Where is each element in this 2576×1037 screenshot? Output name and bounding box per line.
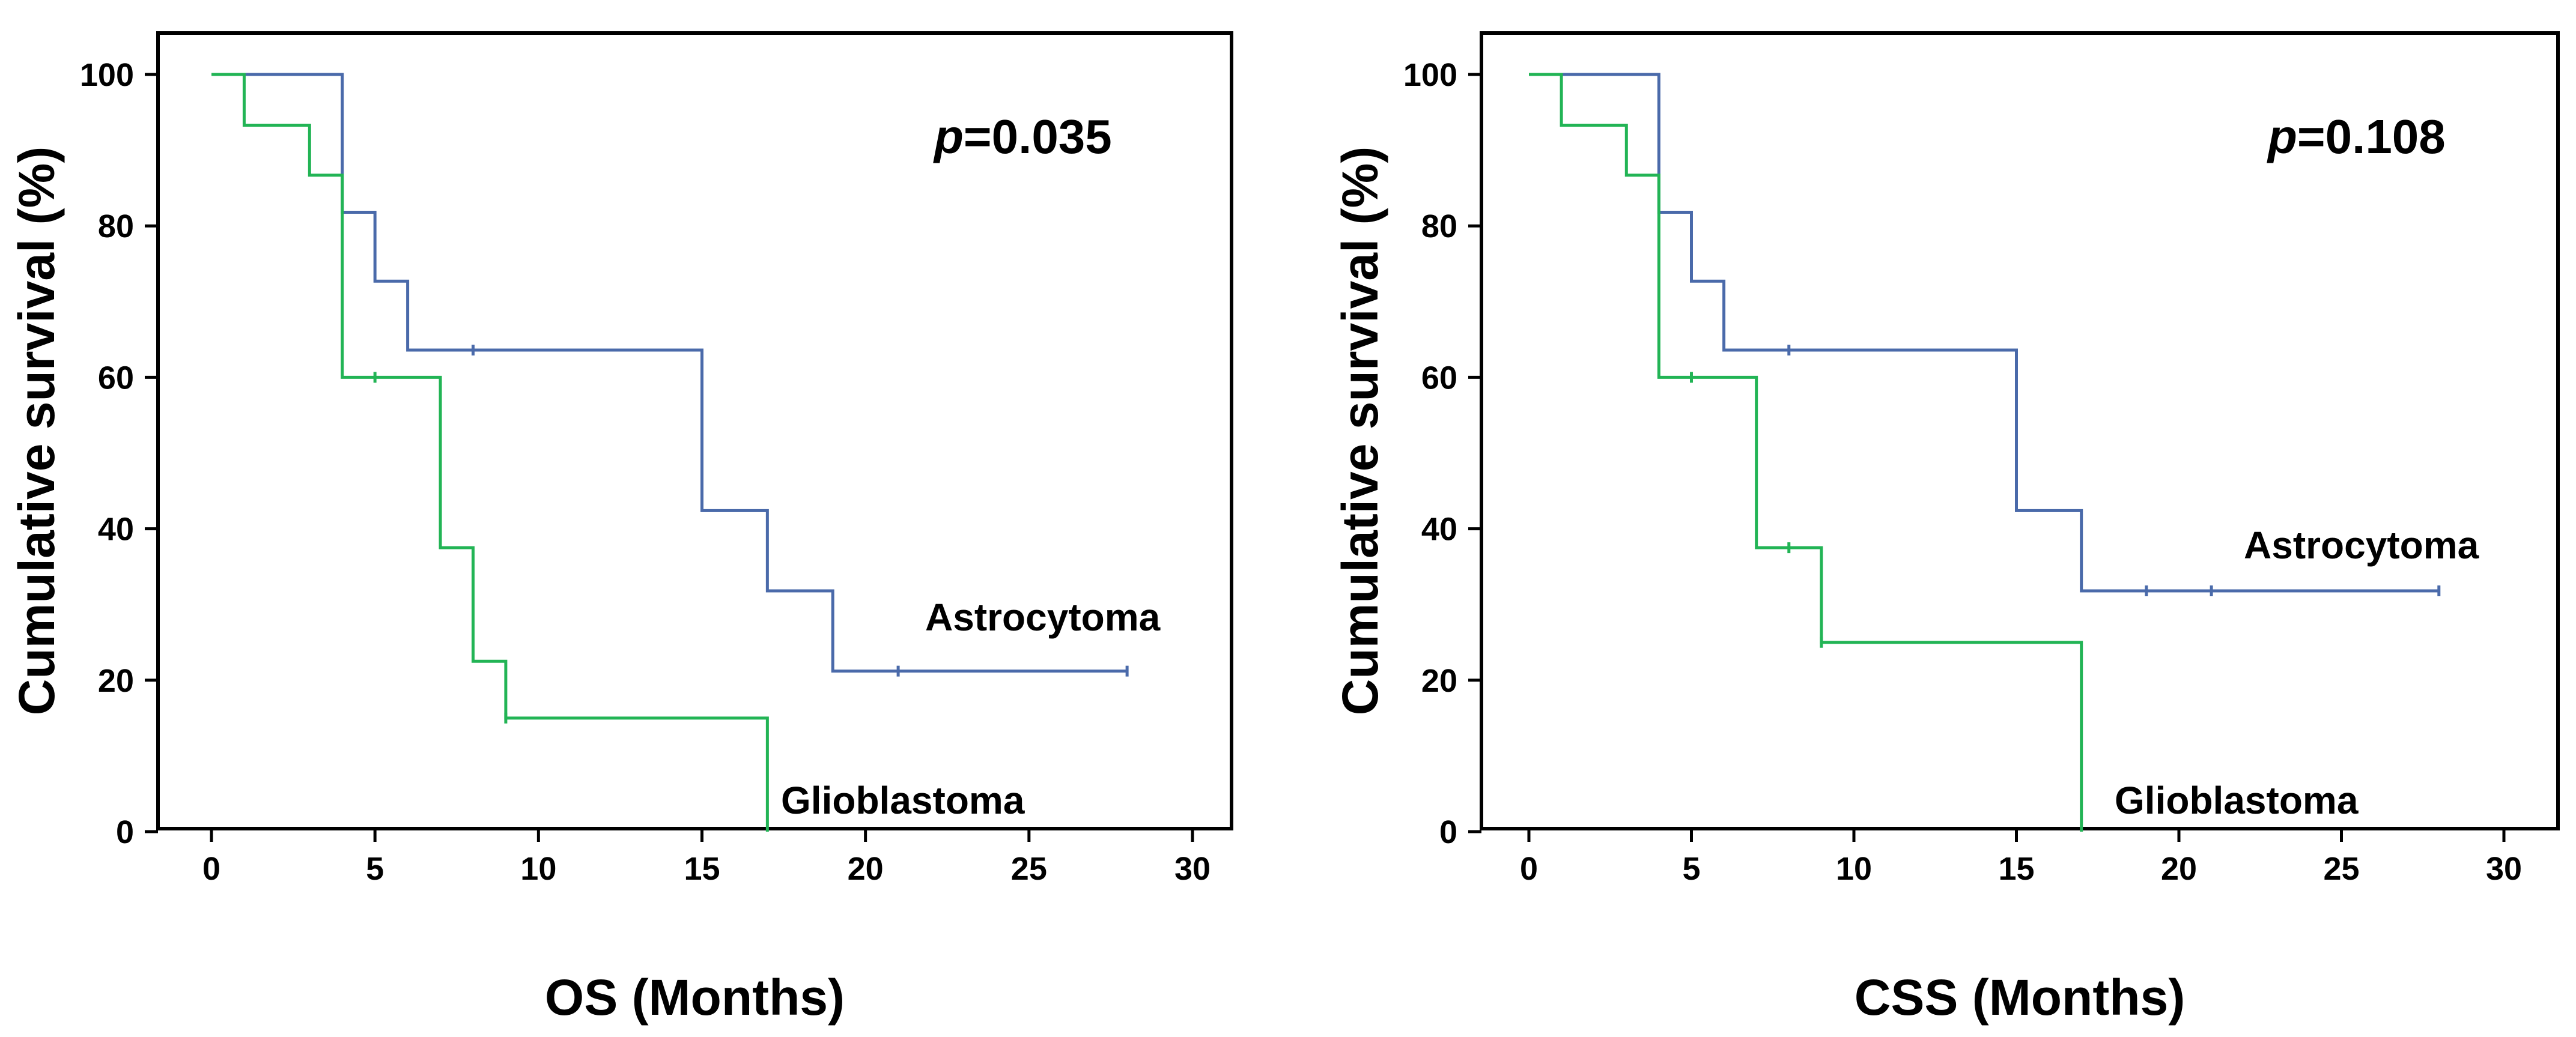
- p-value-text: =0.035: [964, 110, 1112, 163]
- series-label-glioblastoma: Glioblastoma: [781, 779, 1025, 822]
- y-tick-label: 20: [1421, 663, 1457, 699]
- x-tick-label: 25: [1011, 851, 1047, 887]
- y-tick-label: 40: [1421, 512, 1457, 548]
- series-label-glioblastoma: Glioblastoma: [2115, 779, 2359, 822]
- y-tick-label: 100: [1403, 57, 1457, 93]
- p-value-text: =0.108: [2297, 110, 2446, 163]
- series-label-astrocytoma: Astrocytoma: [925, 596, 1161, 639]
- p-value-italic: p: [933, 110, 964, 163]
- plot-frame: [156, 31, 1233, 830]
- y-tick-label: 60: [98, 360, 134, 396]
- x-tick-label: 20: [2161, 851, 2197, 887]
- survival-line-glioblastoma: [211, 73, 769, 832]
- x-tick-label: 20: [848, 851, 884, 887]
- x-axis-title: OS (Months): [545, 969, 845, 1026]
- y-axis-title: Cumulative survival (%): [1332, 147, 1388, 716]
- survival-line-glioblastoma: [1529, 73, 2083, 832]
- survival-line-astrocytoma: [211, 73, 1128, 673]
- y-tick-label: 0: [1439, 814, 1457, 850]
- y-axis-title: Cumulative survival (%): [8, 147, 65, 716]
- chart-panel-1: 0 5 10 15 20 25 30 0 20 40 60 80 100 OS (Months) Cumul…: [8, 31, 1233, 1026]
- chart-panel-2: 0 5 10 15 20 25 30 0 20 40 60 80 100 CSS (Months) Cumu…: [1332, 31, 2560, 1026]
- x-axis-title: CSS (Months): [1855, 969, 2186, 1026]
- x-tick-label: 15: [1998, 851, 2034, 887]
- x-tick-label: 30: [1174, 851, 1211, 887]
- y-tick-label: 20: [98, 663, 134, 699]
- p-value-label: p=0.035: [933, 110, 1112, 163]
- p-value-italic: p: [2267, 110, 2297, 163]
- y-tick-label: 80: [98, 208, 134, 244]
- x-tick-label: 5: [1682, 851, 1700, 887]
- x-tick-label: 5: [366, 851, 384, 887]
- p-value-label: p=0.108: [2267, 110, 2446, 163]
- x-tick-label: 10: [1836, 851, 1872, 887]
- x-tick-label: 0: [1520, 851, 1538, 887]
- x-tick-label: 15: [684, 851, 720, 887]
- x-tick-label: 30: [2486, 851, 2522, 887]
- x-tick-label: 10: [520, 851, 556, 887]
- y-tick-label: 80: [1421, 208, 1457, 244]
- y-tick-label: 0: [116, 814, 134, 850]
- plot-frame: [1480, 31, 2560, 830]
- y-tick-label: 100: [80, 57, 134, 93]
- y-tick-label: 40: [98, 512, 134, 548]
- series-label-astrocytoma: Astrocytoma: [2244, 524, 2479, 567]
- x-tick-label: 0: [202, 851, 220, 887]
- y-tick-label: 60: [1421, 360, 1457, 396]
- x-tick-label: 25: [2323, 851, 2359, 887]
